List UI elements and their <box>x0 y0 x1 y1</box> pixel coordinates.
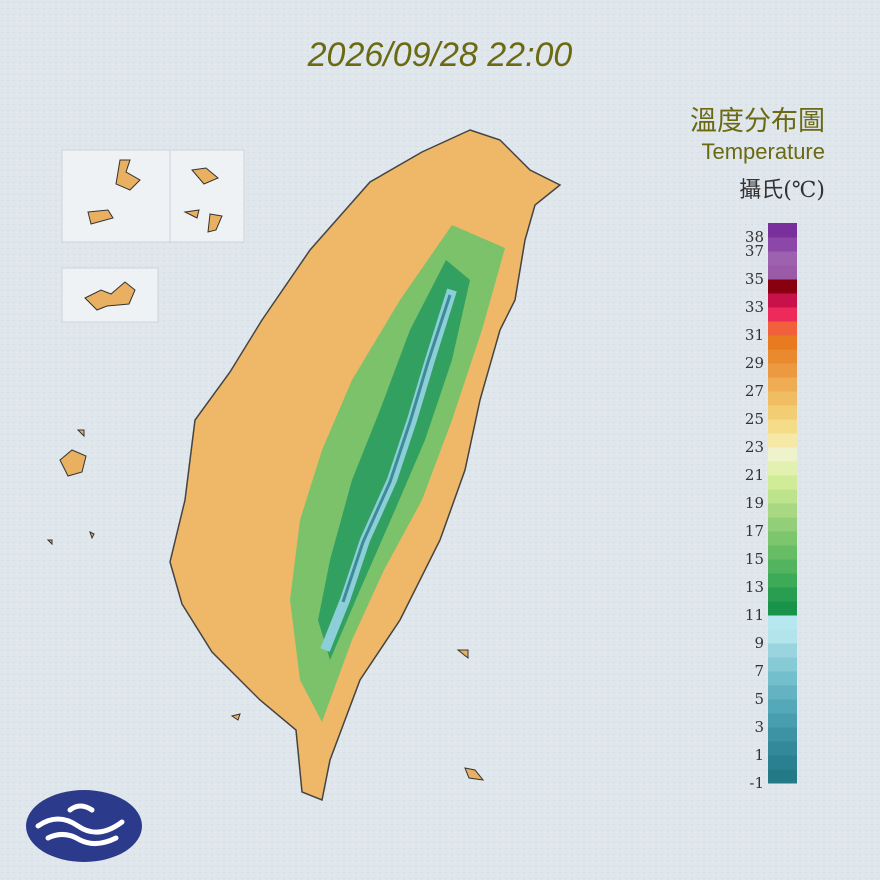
legend-title: 溫度分布圖 <box>690 106 825 137</box>
tick-label: 37 <box>745 242 764 260</box>
color-band <box>768 293 797 308</box>
color-band <box>768 335 797 350</box>
color-band <box>768 447 797 462</box>
tick-label: 27 <box>745 382 764 400</box>
color-band <box>768 433 797 448</box>
color-band <box>768 279 797 294</box>
tick-label: -1 <box>749 774 764 792</box>
color-band <box>768 741 797 756</box>
tick-label: 23 <box>745 438 764 456</box>
color-band <box>768 657 797 672</box>
color-band <box>768 377 797 392</box>
color-band <box>768 475 797 490</box>
map-title: 2026/09/28 22:00 <box>307 36 573 74</box>
color-band <box>768 615 797 630</box>
taiwan-island <box>169 129 562 802</box>
color-band <box>768 405 797 420</box>
inset-islands <box>46 149 485 781</box>
color-band <box>768 545 797 560</box>
color-band <box>768 363 797 378</box>
tick-label: 7 <box>754 662 764 680</box>
color-band <box>768 769 797 784</box>
color-band <box>768 503 797 518</box>
tick-label: 33 <box>745 298 764 316</box>
color-band <box>768 223 797 238</box>
tick-label: 5 <box>754 690 764 708</box>
tick-label: 35 <box>745 270 764 288</box>
tick-label: 15 <box>745 550 764 568</box>
color-band <box>768 419 797 434</box>
tick-label: 31 <box>745 326 764 344</box>
color-band <box>768 699 797 714</box>
legend-unit: 攝氏(℃) <box>739 178 825 203</box>
color-band <box>768 321 797 336</box>
tick-label: 1 <box>754 746 764 764</box>
color-band <box>768 531 797 546</box>
color-band <box>768 755 797 770</box>
logo <box>26 790 142 862</box>
color-band <box>768 559 797 574</box>
color-band <box>768 685 797 700</box>
tick-label: 25 <box>745 410 764 428</box>
tick-label: 17 <box>745 522 764 540</box>
color-band <box>768 265 797 280</box>
tick-label: 9 <box>754 634 764 652</box>
color-band <box>768 307 797 322</box>
tick-label: 29 <box>745 354 764 372</box>
tick-label: 3 <box>754 718 764 736</box>
color-band <box>768 601 797 616</box>
color-band <box>768 713 797 728</box>
color-band <box>768 461 797 476</box>
tick-label: 13 <box>745 578 764 596</box>
color-band <box>768 629 797 644</box>
color-band <box>768 489 797 504</box>
color-band <box>768 727 797 742</box>
legend-subtitle: Temperature <box>701 139 825 164</box>
color-band <box>768 573 797 588</box>
color-band <box>768 349 797 364</box>
tick-label: 19 <box>745 494 764 512</box>
color-band <box>768 587 797 602</box>
tick-label: 21 <box>745 466 764 484</box>
color-band <box>768 251 797 266</box>
color-band <box>768 517 797 532</box>
color-band <box>768 237 797 252</box>
color-band <box>768 391 797 406</box>
tick-label: 38 <box>745 228 764 246</box>
color-band <box>768 671 797 686</box>
color-band <box>768 643 797 658</box>
tick-label: 11 <box>745 606 764 624</box>
